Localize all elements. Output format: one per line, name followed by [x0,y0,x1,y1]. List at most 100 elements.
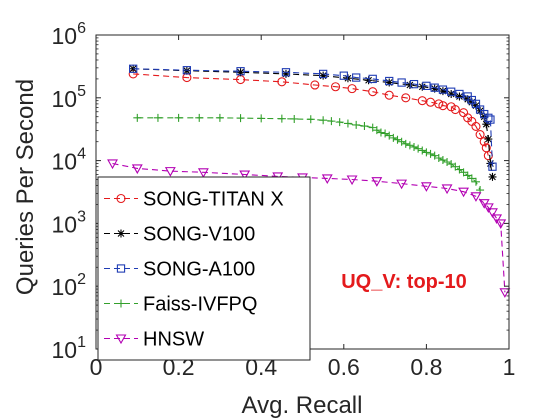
data-point [352,120,361,129]
data-point [385,131,394,140]
data-point [443,157,452,166]
legend-label: Faiss-IVFPQ [143,294,257,316]
data-point [495,219,507,230]
data-point [397,78,406,87]
data-point [385,78,394,87]
data-point [319,116,328,125]
data-point [352,73,361,82]
data-point [455,89,464,99]
series-faiss-ivfpq [133,113,485,195]
data-point [131,164,143,175]
data-point [401,93,411,103]
data-point [410,142,419,151]
data-point [463,171,472,180]
data-point [290,114,299,123]
data-point [195,113,204,122]
data-point [482,203,494,213]
data-point [129,64,138,73]
data-point [499,288,511,298]
legend-label: HNSW [143,329,204,351]
data-point [347,84,357,94]
data-point [393,135,402,144]
x-tick-label: 1 [503,354,516,380]
data-point [414,144,423,153]
data-point [441,184,453,195]
data-point [438,156,447,165]
y-tick-label: 103 [52,208,87,237]
data-point [368,87,378,97]
legend-label: SONG-TITAN X [143,189,284,211]
data-point [368,74,377,84]
legend-item: SONG-A100 [104,259,255,281]
data-point [488,162,497,171]
data-point [327,117,336,126]
data-point [321,174,333,185]
plot-area [107,64,511,298]
data-point [482,120,491,129]
data-point [385,76,394,86]
data-point [281,69,290,78]
data-point [430,84,439,93]
data-point [430,83,439,92]
data-point [397,137,406,146]
data-point [319,71,328,80]
legend-item: SONG-TITAN X [104,189,284,211]
x-tick-label: 0.6 [328,354,360,380]
data-point [396,179,408,190]
data-point [116,193,126,204]
data-point [491,214,503,225]
data-point [425,97,436,107]
legend-item: SONG-V100 [104,224,255,246]
data-point [418,146,427,155]
data-point [438,87,447,96]
data-point [447,160,456,169]
data-point [389,133,398,142]
data-point [215,113,224,122]
data-point [381,129,390,138]
data-point [306,115,315,124]
data-point [471,177,480,186]
legend-label: SONG-V100 [143,224,255,246]
data-point [360,122,369,131]
data-point [197,168,209,178]
data-point [310,80,320,90]
data-point [164,167,176,177]
y-tick-label: 101 [52,334,87,363]
y-tick-label: 106 [52,20,87,49]
data-point [467,174,476,183]
data-point [430,151,439,160]
data-point [450,104,460,115]
data-point [470,192,482,202]
data-point [339,71,348,80]
legend-box [97,176,311,361]
data-point [376,128,385,137]
data-point [405,141,414,150]
data-point [318,69,328,79]
data-point [434,154,443,163]
data-point [447,89,456,98]
data-point [133,113,142,122]
legend-label: SONG-A100 [143,259,255,281]
y-tick-label: 105 [52,83,87,112]
data-point [330,82,341,92]
data-point [116,264,126,273]
data-point [434,99,444,109]
data-point [487,208,498,218]
data-point [455,92,464,101]
data-point [115,334,127,345]
legend-item: Faiss-IVFPQ [104,294,257,316]
data-point [451,162,460,171]
data-point [277,77,287,87]
data-point [257,114,266,123]
data-point [236,68,245,77]
data-point [368,123,377,132]
data-point [174,113,183,122]
legend-item: HNSW [104,329,204,351]
data-point [475,129,485,140]
data-point [129,64,138,73]
data-point [401,139,410,148]
series-song-titan-x [128,69,493,161]
data-point [458,187,470,198]
data-point [153,113,162,122]
